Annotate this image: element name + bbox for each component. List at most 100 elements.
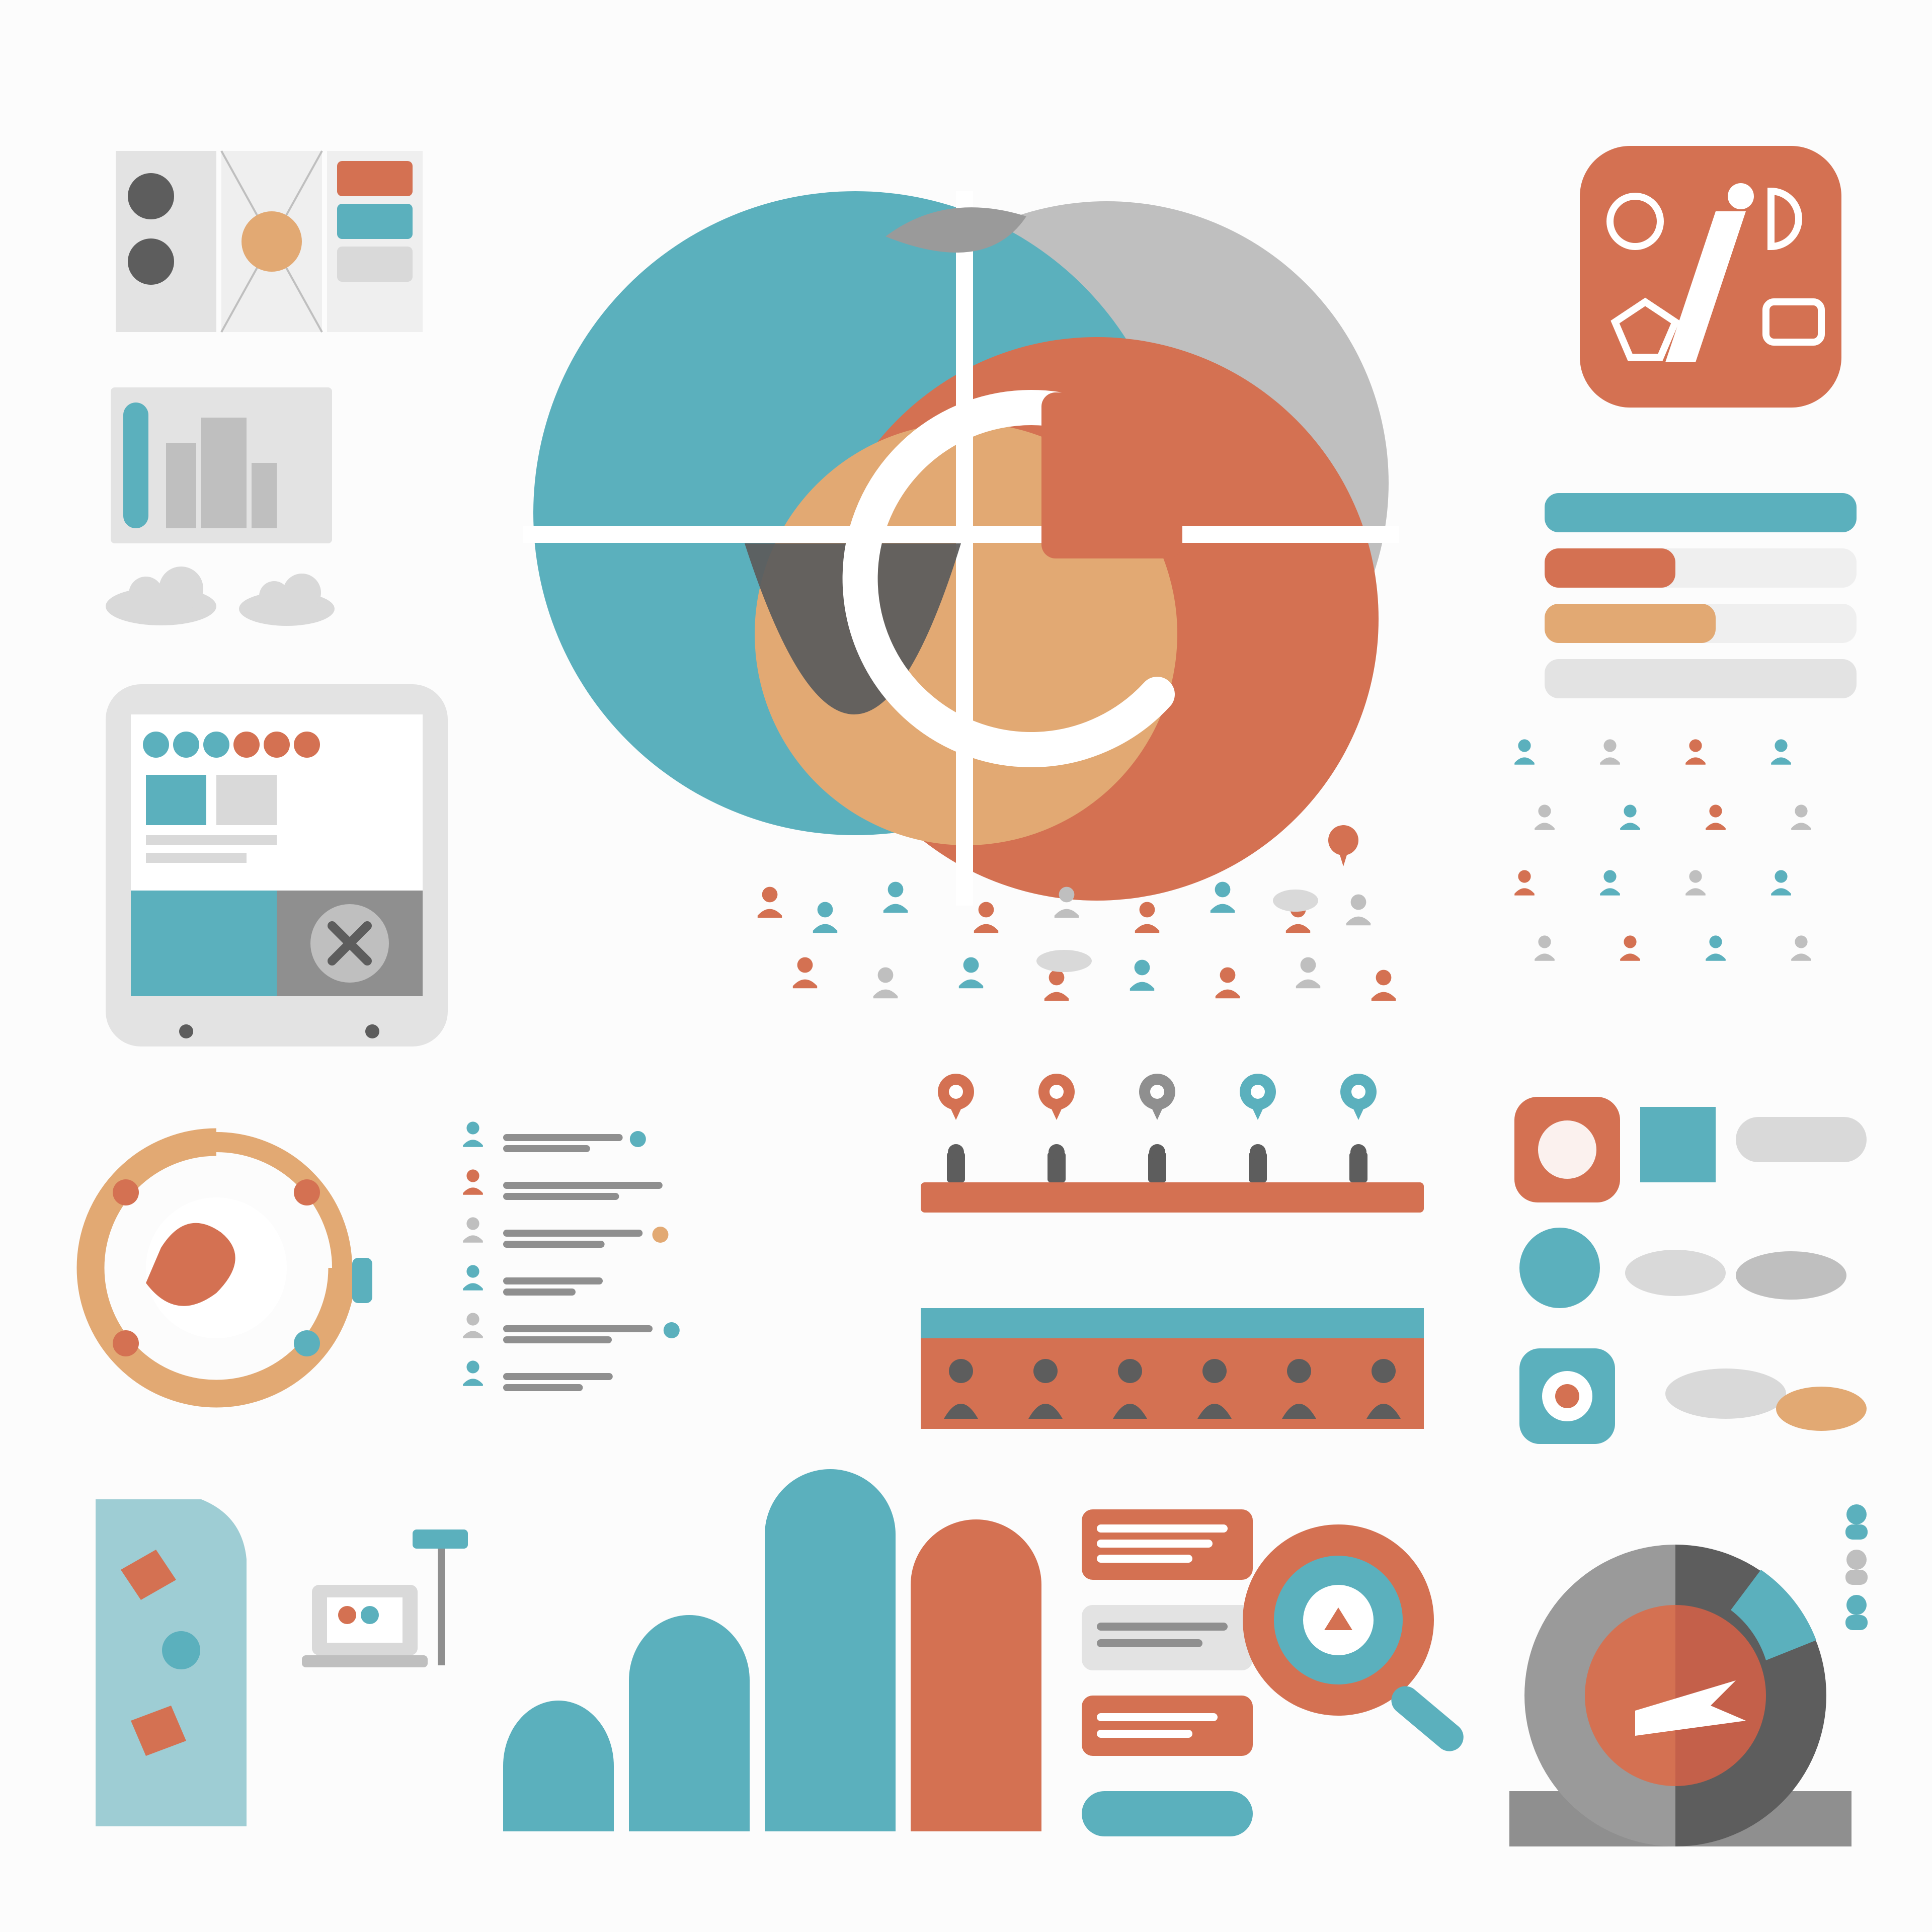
person-head-icon [1301, 957, 1316, 973]
person-body-icon [463, 1187, 483, 1194]
person-body-icon [463, 1331, 483, 1338]
mini-devices-row [302, 1530, 468, 1667]
person-head-icon [1059, 887, 1075, 903]
right-progress-list [1545, 493, 1857, 698]
tablet-bottom-left [131, 891, 277, 996]
radial-dot-4 [294, 1330, 320, 1356]
rig-tile-7-dot [1555, 1384, 1579, 1408]
person-head-icon [1689, 739, 1702, 752]
pin-dot-icon [1150, 1085, 1164, 1099]
list-line [503, 1193, 619, 1200]
person-body-icon [1296, 980, 1320, 989]
person-body-icon [1600, 757, 1620, 764]
ts-box-3-l2 [1097, 1730, 1192, 1738]
pin-stand-head [1250, 1144, 1266, 1160]
tablet-line-1 [146, 835, 277, 845]
ts-box-2 [1082, 1605, 1253, 1670]
team-ribbon [921, 1308, 1424, 1429]
person-head-icon [1135, 960, 1150, 976]
radial-badge [91, 1142, 372, 1394]
person-body-icon [1514, 888, 1535, 895]
top-left-cards [116, 151, 423, 332]
pin-tail-icon [1252, 1107, 1264, 1120]
top-right-badge [1580, 146, 1841, 408]
person-body-icon [1044, 992, 1069, 1001]
right-people-grid [1514, 739, 1811, 960]
person-head-icon [1709, 804, 1722, 817]
person-head-icon [1518, 739, 1531, 752]
person-head-icon [1624, 804, 1636, 817]
ribbon-body [921, 1338, 1424, 1429]
rig-tile-8b [1776, 1387, 1867, 1431]
bar-4-foot [911, 1766, 1041, 1831]
cloud-icon [1273, 890, 1318, 912]
person-head-icon [963, 957, 979, 973]
blp-shape-3 [162, 1631, 200, 1669]
list-line [503, 1182, 663, 1189]
list-line [503, 1134, 623, 1141]
radial-dot-1 [113, 1179, 139, 1205]
person-body-icon [974, 924, 998, 933]
person-body-icon [883, 904, 908, 913]
person-body-icon [1211, 904, 1235, 913]
pin-stand-head [1350, 1144, 1366, 1160]
ts-handle [1386, 1680, 1469, 1757]
person-head-icon [466, 1313, 479, 1325]
ribbon-person-head-icon [949, 1359, 973, 1383]
rig-tile-5 [1625, 1250, 1726, 1296]
pin-tail-icon [950, 1107, 962, 1120]
person-body-icon [873, 990, 898, 999]
radial-tab-r [352, 1258, 372, 1303]
lmb-bar-2 [201, 418, 247, 528]
left-clouds [106, 567, 335, 626]
person-body-icon [1135, 924, 1159, 933]
person-head-icon [979, 902, 994, 918]
tablet-dot-l [179, 1024, 193, 1038]
person-body-icon [463, 1140, 483, 1147]
person-head-icon [762, 887, 778, 903]
lmb-bar-1 [166, 443, 196, 528]
person-body-icon [1685, 888, 1706, 895]
person-body-icon [1286, 924, 1310, 933]
tl-swatch-2 [337, 204, 413, 239]
list-line [503, 1241, 605, 1248]
ribbon-person-head-icon [1287, 1359, 1311, 1383]
person-head-icon [1709, 935, 1722, 948]
person-head-icon [1538, 935, 1551, 948]
tablet-thumb-2 [216, 775, 277, 825]
person-body-icon [1600, 888, 1620, 895]
person-body-icon [813, 924, 837, 933]
balloon-tail-icon [1339, 853, 1347, 866]
pin-dot-icon [1050, 1085, 1064, 1099]
person-head-icon [466, 1121, 479, 1134]
left-mini-bar-card [111, 387, 332, 543]
person-body-icon [1706, 953, 1726, 960]
badge-dot-icon [1728, 183, 1754, 209]
ts-box-1-l1 [1097, 1524, 1228, 1533]
tl-card-a [116, 151, 216, 332]
tablet-thumb-1 [146, 775, 206, 825]
tl-swatch-1 [337, 161, 413, 196]
radial-dot-3 [113, 1330, 139, 1356]
rp-row-1 [1545, 493, 1857, 532]
mini-sign-pole [438, 1535, 445, 1665]
person-body-icon [758, 909, 782, 918]
person-head-icon [1775, 739, 1787, 752]
person-body-icon [1130, 982, 1154, 991]
cloud-1c [159, 567, 203, 611]
tl-card-b-dot [242, 211, 302, 272]
person-body-icon [793, 980, 817, 989]
list-dot-icon [630, 1131, 646, 1147]
pin-base [921, 1182, 1424, 1213]
rp-row-3 [1545, 604, 1716, 643]
rig-tile-3 [1736, 1117, 1867, 1162]
bottom-right-dial [1509, 1504, 1868, 1846]
right-icon-grid [1514, 1097, 1867, 1444]
pin-tail-icon [1352, 1107, 1364, 1120]
list-dot-icon [664, 1322, 680, 1338]
tablet-mock [106, 684, 448, 1046]
person-head-icon [466, 1217, 479, 1230]
pin-dot-icon [949, 1085, 963, 1099]
infographic-canvas [0, 0, 1932, 1932]
central-logo [523, 191, 1399, 906]
